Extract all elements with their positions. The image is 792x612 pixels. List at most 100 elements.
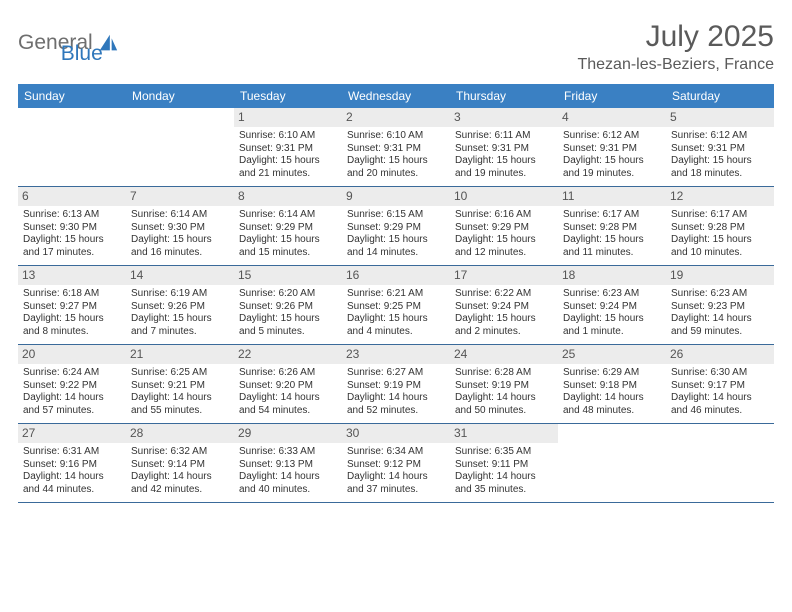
sunset-text: Sunset: 9:29 PM bbox=[455, 222, 553, 235]
month-title: July 2025 bbox=[577, 20, 774, 54]
daylight-text: Daylight: 15 hours and 19 minutes. bbox=[455, 155, 553, 180]
sunset-text: Sunset: 9:31 PM bbox=[455, 143, 553, 156]
sunset-text: Sunset: 9:14 PM bbox=[131, 459, 229, 472]
sunrise-text: Sunrise: 6:17 AM bbox=[563, 209, 661, 222]
weekday-label: Monday bbox=[126, 84, 234, 108]
sunset-text: Sunset: 9:17 PM bbox=[671, 380, 769, 393]
day-number: 16 bbox=[342, 266, 450, 285]
sunrise-text: Sunrise: 6:32 AM bbox=[131, 446, 229, 459]
daylight-text: Daylight: 15 hours and 17 minutes. bbox=[23, 234, 121, 259]
daylight-text: Daylight: 15 hours and 5 minutes. bbox=[239, 313, 337, 338]
day-number: 2 bbox=[342, 108, 450, 127]
calendar-day: 28Sunrise: 6:32 AMSunset: 9:14 PMDayligh… bbox=[126, 424, 234, 502]
calendar-day: 7Sunrise: 6:14 AMSunset: 9:30 PMDaylight… bbox=[126, 187, 234, 265]
sunrise-text: Sunrise: 6:25 AM bbox=[131, 367, 229, 380]
sunrise-text: Sunrise: 6:14 AM bbox=[131, 209, 229, 222]
daylight-text: Daylight: 14 hours and 54 minutes. bbox=[239, 392, 337, 417]
sunset-text: Sunset: 9:27 PM bbox=[23, 301, 121, 314]
calendar: SundayMondayTuesdayWednesdayThursdayFrid… bbox=[18, 84, 774, 503]
calendar-week: 20Sunrise: 6:24 AMSunset: 9:22 PMDayligh… bbox=[18, 345, 774, 424]
day-number: 10 bbox=[450, 187, 558, 206]
sunset-text: Sunset: 9:26 PM bbox=[239, 301, 337, 314]
daylight-text: Daylight: 15 hours and 11 minutes. bbox=[563, 234, 661, 259]
daylight-text: Daylight: 15 hours and 15 minutes. bbox=[239, 234, 337, 259]
weekday-label: Sunday bbox=[18, 84, 126, 108]
sunset-text: Sunset: 9:24 PM bbox=[455, 301, 553, 314]
daylight-text: Daylight: 15 hours and 8 minutes. bbox=[23, 313, 121, 338]
daylight-text: Daylight: 14 hours and 52 minutes. bbox=[347, 392, 445, 417]
day-number: 14 bbox=[126, 266, 234, 285]
sunrise-text: Sunrise: 6:19 AM bbox=[131, 288, 229, 301]
weekday-label: Wednesday bbox=[342, 84, 450, 108]
daylight-text: Daylight: 15 hours and 21 minutes. bbox=[239, 155, 337, 180]
calendar-day: 9Sunrise: 6:15 AMSunset: 9:29 PMDaylight… bbox=[342, 187, 450, 265]
calendar-day: . bbox=[18, 108, 126, 186]
day-number: 30 bbox=[342, 424, 450, 443]
calendar-day: 15 Sunrise: 6:20 AMSunset: 9:26 PMDayligh… bbox=[234, 266, 342, 344]
sunrise-text: Sunrise: 6:10 AM bbox=[347, 130, 445, 143]
day-number: 6 bbox=[18, 187, 126, 206]
day-number: 13 bbox=[18, 266, 126, 285]
calendar-day: 23Sunrise: 6:27 AMSunset: 9:19 PMDayligh… bbox=[342, 345, 450, 423]
sunrise-text: Sunrise: 6:12 AM bbox=[671, 130, 769, 143]
daylight-text: Daylight: 14 hours and 48 minutes. bbox=[563, 392, 661, 417]
calendar-day: 16Sunrise: 6:21 AMSunset: 9:25 PMDayligh… bbox=[342, 266, 450, 344]
sunrise-text: Sunrise: 6:18 AM bbox=[23, 288, 121, 301]
weekday-label: Saturday bbox=[666, 84, 774, 108]
weekday-header: SundayMondayTuesdayWednesdayThursdayFrid… bbox=[18, 84, 774, 108]
sunrise-text: Sunrise: 6:20 AM bbox=[239, 288, 337, 301]
sunrise-text: Sunrise: 6:10 AM bbox=[239, 130, 337, 143]
calendar-day: 22Sunrise: 6:26 AMSunset: 9:20 PMDayligh… bbox=[234, 345, 342, 423]
daylight-text: Daylight: 15 hours and 20 minutes. bbox=[347, 155, 445, 180]
daylight-text: Daylight: 14 hours and 37 minutes. bbox=[347, 471, 445, 496]
sunset-text: Sunset: 9:31 PM bbox=[347, 143, 445, 156]
calendar-day: 2 Sunrise: 6:10 AMSunset: 9:31 PMDaylight… bbox=[342, 108, 450, 186]
sunrise-text: Sunrise: 6:21 AM bbox=[347, 288, 445, 301]
sunrise-text: Sunrise: 6:30 AM bbox=[671, 367, 769, 380]
calendar-day: 27Sunrise: 6:31 AMSunset: 9:16 PMDayligh… bbox=[18, 424, 126, 502]
daylight-text: Daylight: 15 hours and 7 minutes. bbox=[131, 313, 229, 338]
day-number: 20 bbox=[18, 345, 126, 364]
sunset-text: Sunset: 9:31 PM bbox=[563, 143, 661, 156]
calendar-day: 30Sunrise: 6:34 AMSunset: 9:12 PMDayligh… bbox=[342, 424, 450, 502]
calendar-day: 31Sunrise: 6:35 AMSunset: 9:11 PMDayligh… bbox=[450, 424, 558, 502]
day-number: 3 bbox=[450, 108, 558, 127]
calendar-day: 26Sunrise: 6:30 AMSunset: 9:17 PMDayligh… bbox=[666, 345, 774, 423]
calendar-week: 13Sunrise: 6:18 AMSunset: 9:27 PMDayligh… bbox=[18, 266, 774, 345]
weekday-label: Tuesday bbox=[234, 84, 342, 108]
calendar-day: 3 Sunrise: 6:11 AMSunset: 9:31 PMDaylight… bbox=[450, 108, 558, 186]
sunset-text: Sunset: 9:21 PM bbox=[131, 380, 229, 393]
daylight-text: Daylight: 14 hours and 55 minutes. bbox=[131, 392, 229, 417]
sunrise-text: Sunrise: 6:11 AM bbox=[455, 130, 553, 143]
calendar-day: 5Sunrise: 6:12 AMSunset: 9:31 PMDaylight… bbox=[666, 108, 774, 186]
location: Thezan-les-Beziers, France bbox=[577, 56, 774, 74]
day-number: 7 bbox=[126, 187, 234, 206]
daylight-text: Daylight: 14 hours and 42 minutes. bbox=[131, 471, 229, 496]
calendar-day: 24Sunrise: 6:28 AMSunset: 9:19 PMDayligh… bbox=[450, 345, 558, 423]
sunset-text: Sunset: 9:30 PM bbox=[23, 222, 121, 235]
calendar-day: 17Sunrise: 6:22 AMSunset: 9:24 PMDayligh… bbox=[450, 266, 558, 344]
sunrise-text: Sunrise: 6:26 AM bbox=[239, 367, 337, 380]
day-number: 17 bbox=[450, 266, 558, 285]
sunset-text: Sunset: 9:28 PM bbox=[563, 222, 661, 235]
weekday-label: Friday bbox=[558, 84, 666, 108]
day-number: 22 bbox=[234, 345, 342, 364]
day-number: 21 bbox=[126, 345, 234, 364]
day-number: 15 bbox=[234, 266, 342, 285]
daylight-text: Daylight: 15 hours and 19 minutes. bbox=[563, 155, 661, 180]
day-number: 12 bbox=[666, 187, 774, 206]
sunrise-text: Sunrise: 6:33 AM bbox=[239, 446, 337, 459]
sunrise-text: Sunrise: 6:28 AM bbox=[455, 367, 553, 380]
sunrise-text: Sunrise: 6:17 AM bbox=[671, 209, 769, 222]
daylight-text: Daylight: 14 hours and 59 minutes. bbox=[671, 313, 769, 338]
daylight-text: Daylight: 15 hours and 18 minutes. bbox=[671, 155, 769, 180]
daylight-text: Daylight: 15 hours and 10 minutes. bbox=[671, 234, 769, 259]
sunset-text: Sunset: 9:19 PM bbox=[347, 380, 445, 393]
calendar-day: 13 Sunrise: 6:18 AMSunset: 9:27 PMDayligh… bbox=[18, 266, 126, 344]
calendar-day: 21 Sunrise: 6:25 AMSunset: 9:21 PMDayligh… bbox=[126, 345, 234, 423]
calendar-day: 29Sunrise: 6:33 AMSunset: 9:13 PMDayligh… bbox=[234, 424, 342, 502]
sunset-text: Sunset: 9:13 PM bbox=[239, 459, 337, 472]
sunset-text: Sunset: 9:16 PM bbox=[23, 459, 121, 472]
calendar-day: 12Sunrise: 6:17 AMSunset: 9:28 PMDayligh… bbox=[666, 187, 774, 265]
calendar-day: 19Sunrise: 6:23 AMSunset: 9:23 PMDayligh… bbox=[666, 266, 774, 344]
